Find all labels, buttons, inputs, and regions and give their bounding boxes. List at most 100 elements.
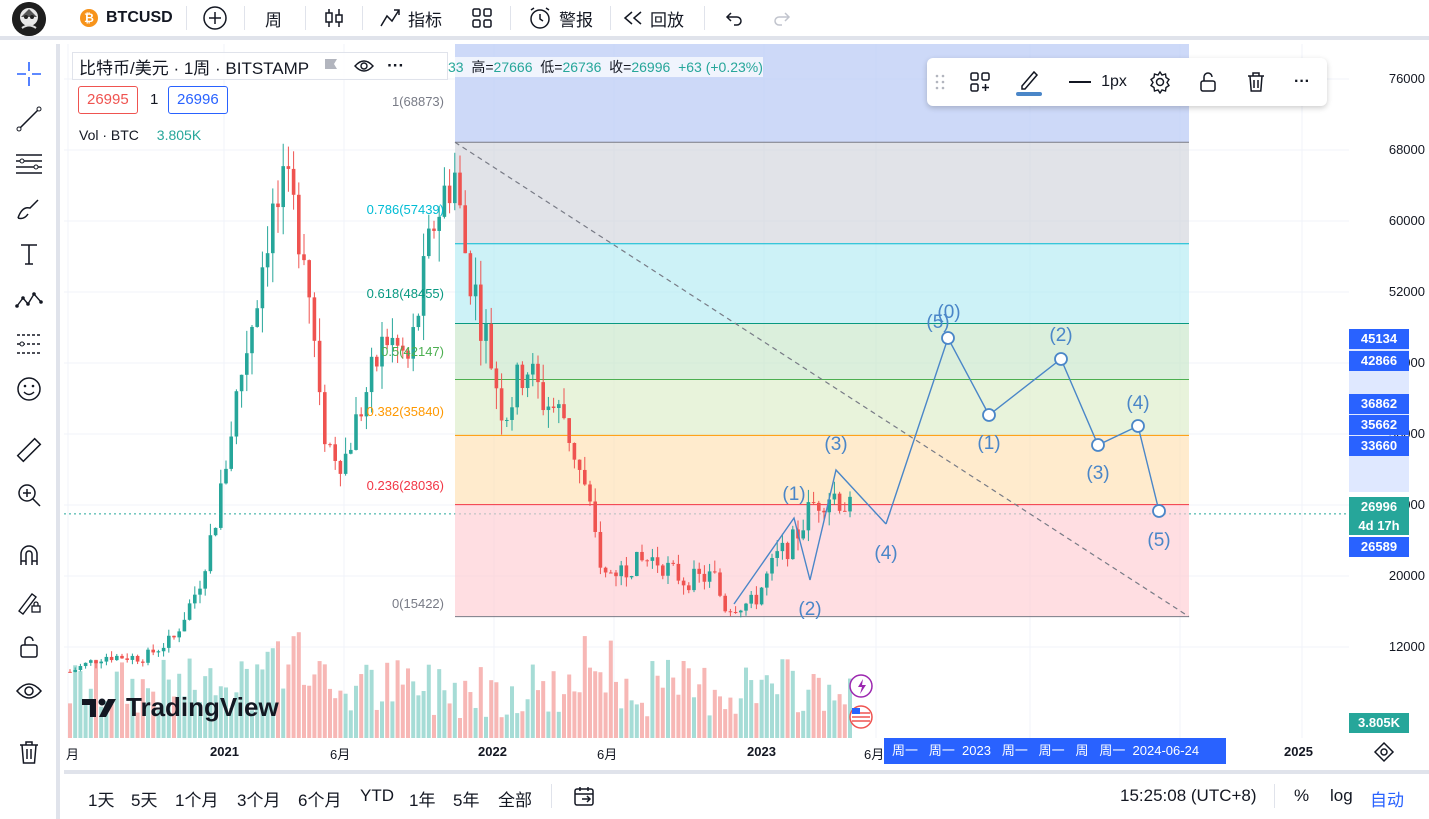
volume-bar xyxy=(526,699,530,738)
templates-button[interactable] xyxy=(965,68,995,96)
range-6m[interactable]: 6个月 xyxy=(298,786,341,811)
volume-label: Vol · BTC xyxy=(79,127,139,143)
trendline-tool[interactable] xyxy=(13,103,45,135)
range-3m[interactable]: 3个月 xyxy=(237,786,280,811)
volume-bar xyxy=(692,697,696,738)
auto-scale-toggle[interactable]: 自动 xyxy=(1370,786,1404,811)
bottom-toolbar: 1天 5天 1个月 3个月 6个月 YTD 1年 5年 全部 15:25:08 … xyxy=(64,770,1429,819)
prediction-tool[interactable] xyxy=(13,328,45,360)
templates-button[interactable] xyxy=(470,0,494,36)
alert-icon xyxy=(527,5,553,31)
legend-more-button[interactable]: ··· xyxy=(387,56,404,76)
remove-drawings-tool[interactable] xyxy=(13,736,45,768)
range-all[interactable]: 全部 xyxy=(498,786,532,811)
zoom-tool[interactable] xyxy=(13,479,45,511)
volume-bar xyxy=(702,668,706,738)
time-axis[interactable]: 月 2021 6月 2022 6月 2023 6月 2025 周一 周一 202… xyxy=(64,738,1349,766)
logo-icon[interactable] xyxy=(12,2,46,36)
log-scale-toggle[interactable]: log xyxy=(1330,786,1353,806)
volume-bar xyxy=(765,675,769,738)
price-axis-label: 52000 xyxy=(1389,284,1425,299)
emoji-tool[interactable] xyxy=(13,373,45,405)
range-5y[interactable]: 5年 xyxy=(453,786,479,811)
lock-button[interactable] xyxy=(1193,68,1223,96)
unlock-tool[interactable] xyxy=(13,630,45,662)
drawbar-more-button[interactable]: ··· xyxy=(1287,68,1317,96)
crosshair-tool[interactable] xyxy=(13,58,45,90)
symbol-search-button[interactable]: BTCUSD xyxy=(106,0,173,36)
line-color-button[interactable] xyxy=(1013,68,1045,96)
volume-bar xyxy=(411,681,415,738)
range-1m[interactable]: 1个月 xyxy=(175,786,218,811)
redo-button[interactable] xyxy=(772,0,794,36)
volume-bar xyxy=(318,661,322,738)
candle-body xyxy=(848,497,852,512)
templates-icon xyxy=(968,70,992,94)
candle-body xyxy=(630,576,634,577)
replay-button[interactable]: 回放 xyxy=(622,0,684,36)
price-chart[interactable]: 1(68873) 0.786(57439) 0.618(48455) 0.5(4… xyxy=(64,44,1365,766)
volume-bar xyxy=(640,703,644,738)
lock-drawing-tool[interactable] xyxy=(13,585,45,617)
volume-bar xyxy=(832,700,836,738)
range-ytd[interactable]: YTD xyxy=(360,786,394,806)
ask-price-button[interactable]: 26996 xyxy=(168,86,228,114)
range-1d[interactable]: 1天 xyxy=(88,786,114,811)
volume-bar xyxy=(505,715,509,738)
magnet-tool[interactable] xyxy=(13,540,45,572)
wave-label-0: (0) xyxy=(937,302,960,323)
goto-date-button[interactable] xyxy=(1373,741,1395,768)
settings-icon xyxy=(1373,741,1395,763)
candle-body xyxy=(557,404,561,408)
chart-pane[interactable]: 1(68873) 0.786(57439) 0.618(48455) 0.5(4… xyxy=(64,44,1365,766)
symbol-legend[interactable]: 比特币/美元 · 1周 · BITSTAMP ··· xyxy=(72,52,448,80)
line-width-button[interactable]: 1px xyxy=(1063,68,1133,96)
goto-date-button[interactable] xyxy=(572,784,596,813)
candle-body xyxy=(323,392,327,444)
eye-icon xyxy=(14,676,44,706)
undo-button[interactable] xyxy=(722,0,744,36)
interval-button[interactable]: 周 xyxy=(265,0,282,36)
candle-body xyxy=(209,535,213,571)
time-label-2023: 2023 xyxy=(747,744,776,759)
range-5d[interactable]: 5天 xyxy=(131,786,157,811)
flag-icon[interactable] xyxy=(321,56,341,76)
text-tool[interactable] xyxy=(13,238,45,270)
ruler-tool[interactable] xyxy=(13,434,45,466)
time-label-2021: 2021 xyxy=(210,744,239,759)
candle-body xyxy=(255,308,259,327)
drag-handle[interactable] xyxy=(931,68,949,96)
candle-body xyxy=(448,186,452,203)
hide-drawings-tool[interactable] xyxy=(13,675,45,707)
clock-timezone[interactable]: 15:25:08 (UTC+8) xyxy=(1120,786,1257,806)
candle-body xyxy=(229,437,233,469)
candle-body xyxy=(214,528,218,535)
pattern-tool[interactable] xyxy=(13,283,45,315)
volume-bar xyxy=(385,663,389,738)
candle-body xyxy=(703,574,707,582)
brush-tool[interactable] xyxy=(13,193,45,225)
candle-body xyxy=(552,407,556,408)
wave-point-handle xyxy=(942,332,954,344)
percent-scale-toggle[interactable]: % xyxy=(1294,786,1309,806)
candle-body xyxy=(79,666,83,670)
candle-body xyxy=(755,595,759,605)
eye-icon[interactable] xyxy=(353,56,375,76)
range-1y[interactable]: 1年 xyxy=(409,786,435,811)
fib-tool[interactable] xyxy=(13,148,45,180)
candle-body xyxy=(349,450,353,454)
price-axis-label: 20000 xyxy=(1389,568,1425,583)
candle-body xyxy=(515,365,519,408)
alert-button[interactable]: 警报 xyxy=(527,0,593,36)
bid-price-button[interactable]: 26995 xyxy=(78,86,138,114)
volume-bar xyxy=(650,661,654,738)
candle-body xyxy=(843,511,847,512)
candle-body xyxy=(224,469,228,484)
volume-bar xyxy=(624,679,628,738)
chart-type-button[interactable] xyxy=(322,0,346,36)
event-icons[interactable] xyxy=(850,675,872,728)
indicators-button[interactable]: 指标 xyxy=(378,0,442,36)
add-symbol-button[interactable] xyxy=(202,0,228,36)
settings-button[interactable] xyxy=(1145,68,1175,96)
delete-drawing-button[interactable] xyxy=(1241,68,1271,96)
